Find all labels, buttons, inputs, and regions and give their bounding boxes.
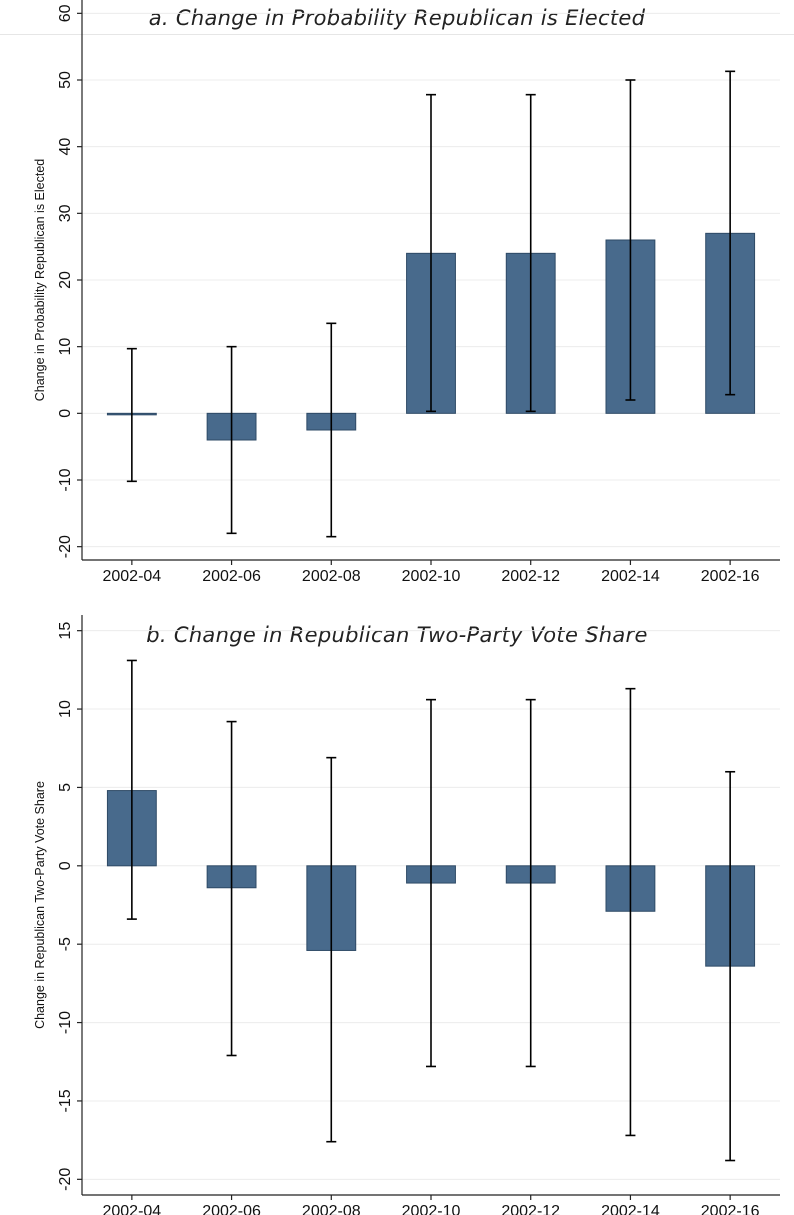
y-tick-label: -5 — [57, 937, 74, 951]
x-tick-label: 2002-14 — [601, 568, 660, 585]
x-tick-label: 2002-10 — [402, 1203, 461, 1215]
y-tick-label: 5 — [57, 783, 74, 792]
x-tick-label: 2002-08 — [302, 1203, 361, 1215]
y-tick-label: 0 — [57, 861, 74, 870]
y-tick-label: 10 — [57, 338, 74, 356]
x-tick-label: 2002-10 — [402, 568, 461, 585]
x-tick-label: 2002-16 — [701, 1203, 760, 1215]
x-tick-label: 2002-06 — [202, 568, 261, 585]
chart-title: b. Change in Republican Two-Party Vote S… — [146, 623, 648, 647]
y-tick-label: 50 — [57, 71, 74, 89]
x-tick-label: 2002-04 — [102, 1203, 161, 1215]
chart-title: a. Change in Probability Republican is E… — [148, 6, 646, 30]
y-tick-label: 20 — [57, 271, 74, 289]
chart-panel-b: b. Change in Republican Two-Party Vote S… — [0, 615, 794, 1215]
x-tick-label: 2002-16 — [701, 568, 760, 585]
y-tick-label: -20 — [57, 1168, 74, 1191]
y-axis-label: Change in Probability Republican is Elec… — [33, 159, 47, 402]
y-tick-label: 0 — [57, 409, 74, 418]
x-tick-label: 2002-04 — [102, 568, 161, 585]
chart-panel-a: a. Change in Probability Republican is E… — [0, 0, 794, 600]
chart-b-svg: -20 -15 -10 -5 0 5 10 15 Change in Republican Tw… — [33, 615, 780, 1215]
y-tick-label: -20 — [57, 535, 74, 558]
y-tick-label: -10 — [57, 1011, 74, 1034]
x-tick-label: 2002-08 — [302, 568, 361, 585]
title-divider — [0, 34, 794, 35]
x-tick-label: 2002-06 — [202, 1203, 261, 1215]
chart-a-svg: -20 -10 0 10 20 30 40 50 60 Change in Probability… — [33, 0, 780, 585]
y-tick-label: 40 — [57, 138, 74, 156]
y-axis-label: Change in Republican Two-Party Vote Shar… — [33, 781, 47, 1029]
y-tick-label: 15 — [57, 622, 74, 640]
y-tick-label: 10 — [57, 700, 74, 718]
y-tick-label: 60 — [57, 4, 74, 22]
x-tick-label: 2002-12 — [501, 568, 560, 585]
y-tick-label: -10 — [57, 468, 74, 491]
y-tick-label: 30 — [57, 204, 74, 222]
x-tick-label: 2002-14 — [601, 1203, 660, 1215]
x-tick-label: 2002-12 — [501, 1203, 560, 1215]
y-tick-label: -15 — [57, 1089, 74, 1112]
